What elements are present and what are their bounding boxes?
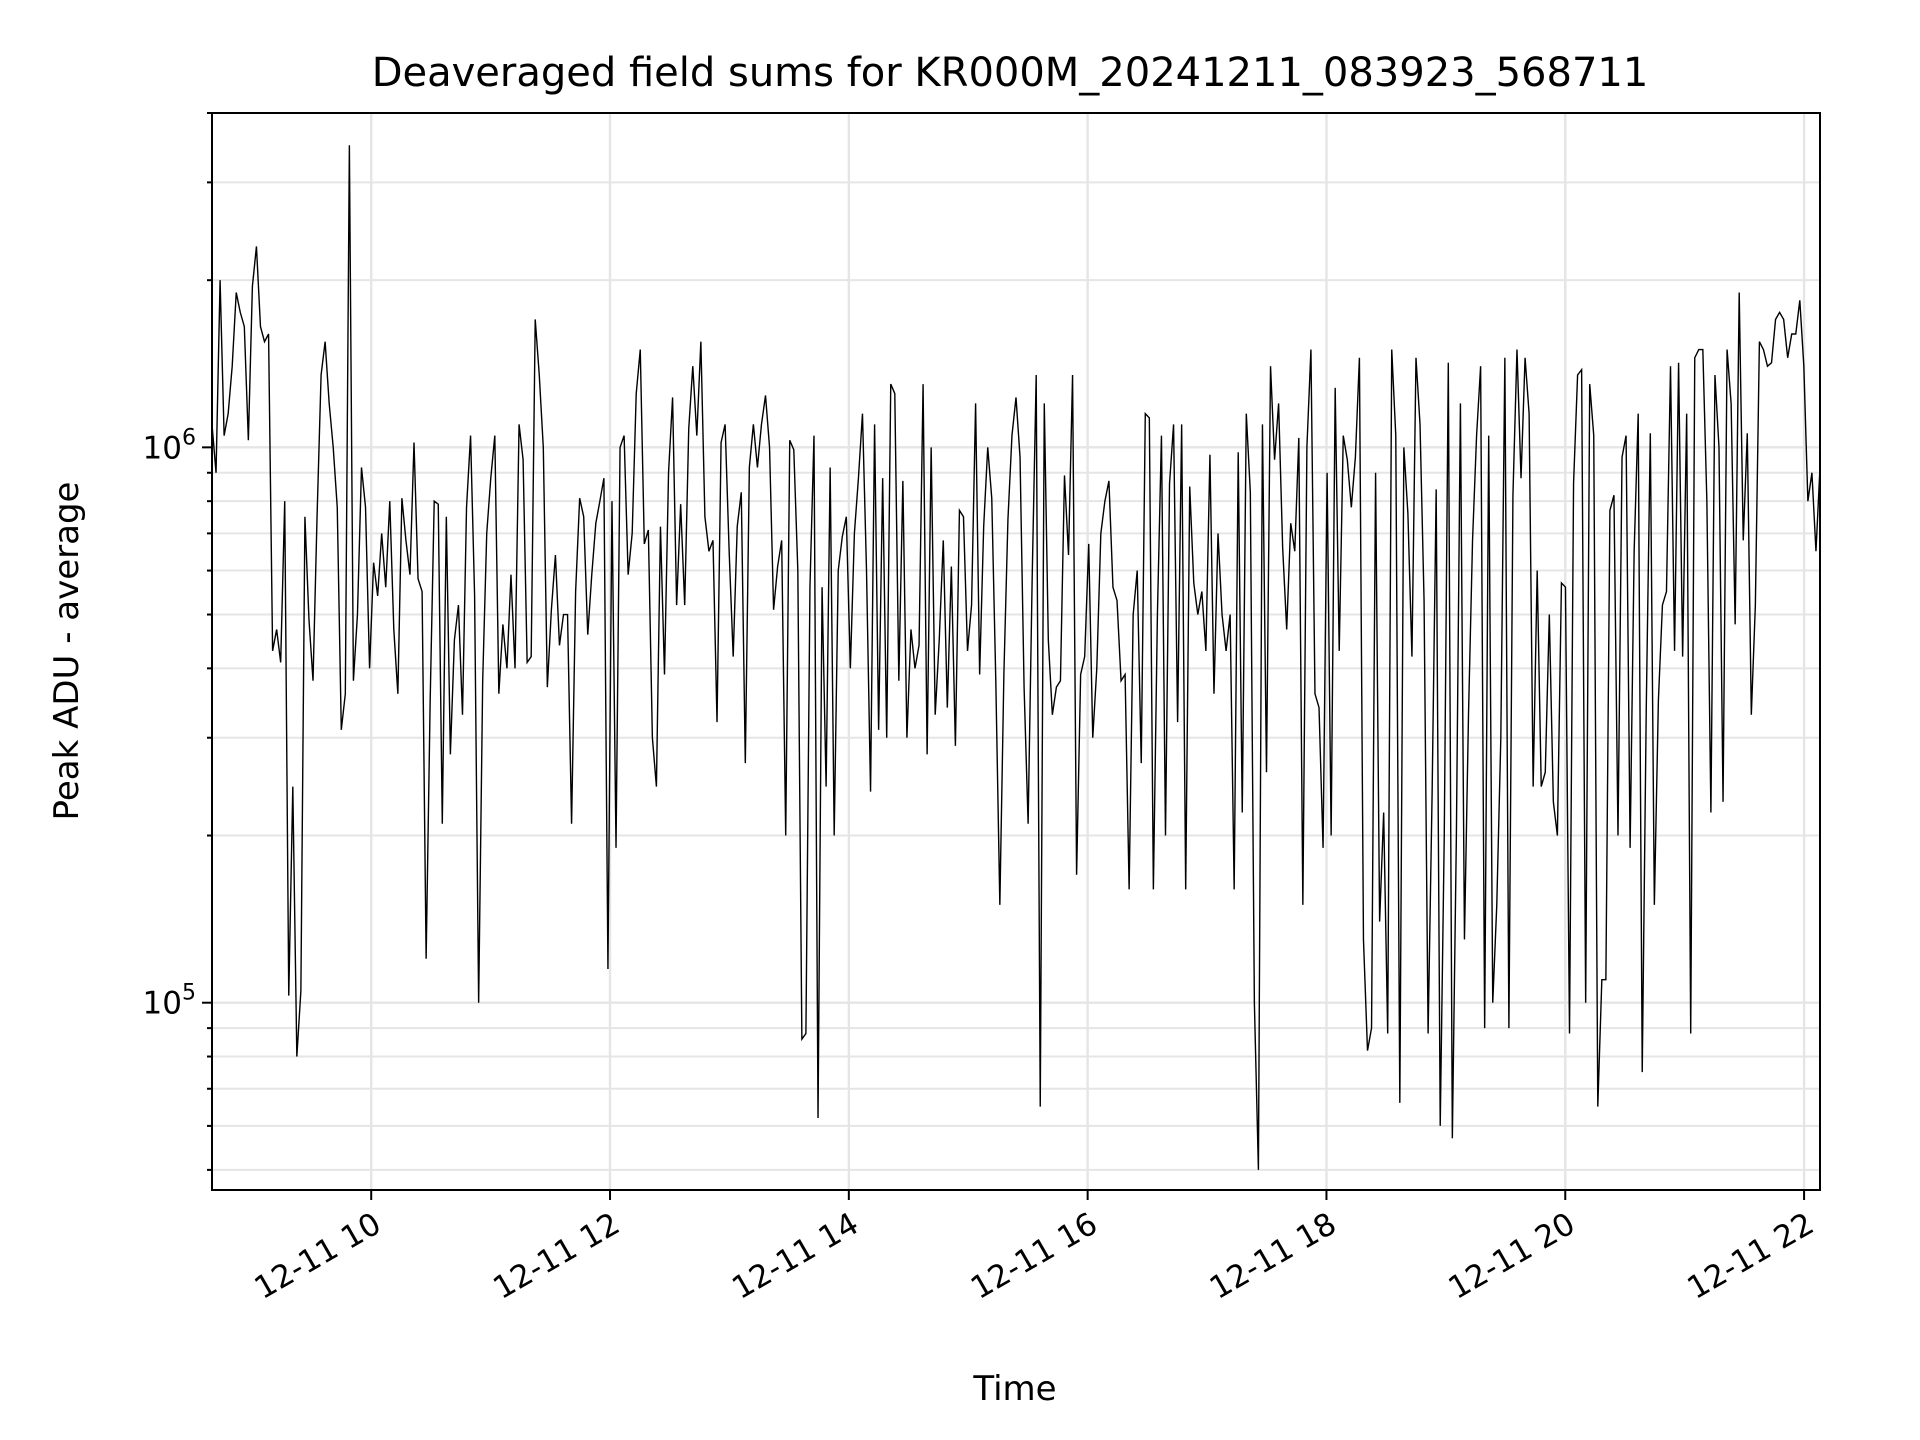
y-tick-label: 105 xyxy=(143,981,196,1022)
series-layer xyxy=(211,145,1821,1170)
series-line xyxy=(211,145,1821,1170)
chart-title: Deaveraged field sums for KR000M_2024121… xyxy=(372,50,1649,96)
plot-frame xyxy=(211,112,1821,1191)
x-axis-label: Time xyxy=(972,1369,1056,1409)
y-tick-label: 106 xyxy=(143,425,196,466)
y-tick-label-exponent: 6 xyxy=(182,425,196,450)
y-tick-label-exponent: 5 xyxy=(182,981,196,1006)
grid-lines xyxy=(212,112,1820,1190)
y-tick-label-base: 10 xyxy=(143,986,182,1022)
y-tick-label-base: 10 xyxy=(143,430,182,466)
y-axis-label: Peak ADU - average xyxy=(47,482,87,821)
